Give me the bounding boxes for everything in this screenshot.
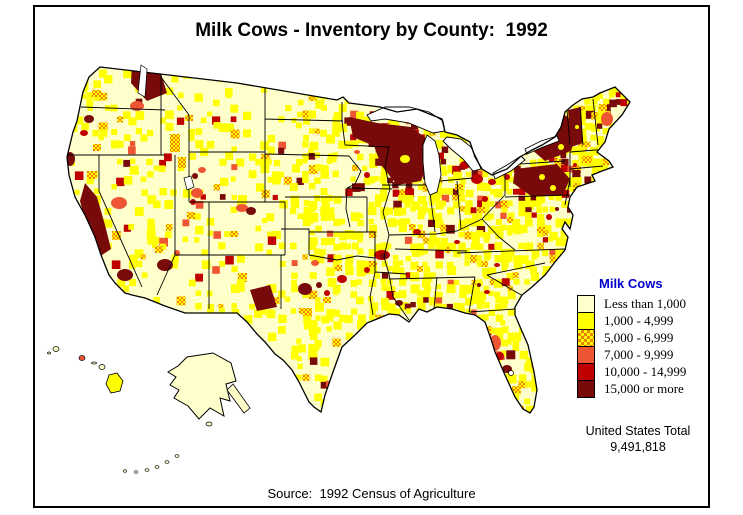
us-county-choropleth-map <box>47 64 631 474</box>
legend-swatch-class6 <box>577 380 595 398</box>
legend-label: 1,000 - 4,999 <box>604 313 674 328</box>
legend-label: 5,000 - 6,999 <box>604 330 674 345</box>
legend-item: 7,000 - 9,999 <box>577 346 686 364</box>
page-title: Milk Cows - Inventory by County: 1992 <box>195 20 548 41</box>
us-total: United States Total 9,491,818 <box>558 424 718 455</box>
us-total-label: United States Total <box>585 424 691 438</box>
legend-item: Less than 1,000 <box>577 295 686 313</box>
legend-swatch-class1 <box>577 295 595 313</box>
legend-item: 5,000 - 6,999 <box>577 329 686 347</box>
legend-label: 7,000 - 9,999 <box>604 347 674 362</box>
legend-swatch-class5 <box>577 363 595 381</box>
outer-border <box>33 5 710 508</box>
legend-label: 10,000 - 14,999 <box>604 364 687 379</box>
legend-item: 1,000 - 4,999 <box>577 312 686 330</box>
legend-swatch-class2 <box>577 312 595 330</box>
source-note: Source: 1992 Census of Agriculture <box>267 486 476 501</box>
legend-item: 15,000 or more <box>577 380 686 398</box>
map-legend: Milk Cows Less than 1,000 1,000 - 4,999 … <box>577 276 686 398</box>
us-total-value: 9,491,818 <box>610 439 666 454</box>
legend-item: 10,000 - 14,999 <box>577 363 686 381</box>
legend-swatch-class4 <box>577 346 595 364</box>
legend-swatch-class3 <box>577 329 595 347</box>
legend-label: Less than 1,000 <box>604 296 686 311</box>
legend-label: 15,000 or more <box>604 381 684 396</box>
legend-title: Milk Cows <box>599 276 663 291</box>
